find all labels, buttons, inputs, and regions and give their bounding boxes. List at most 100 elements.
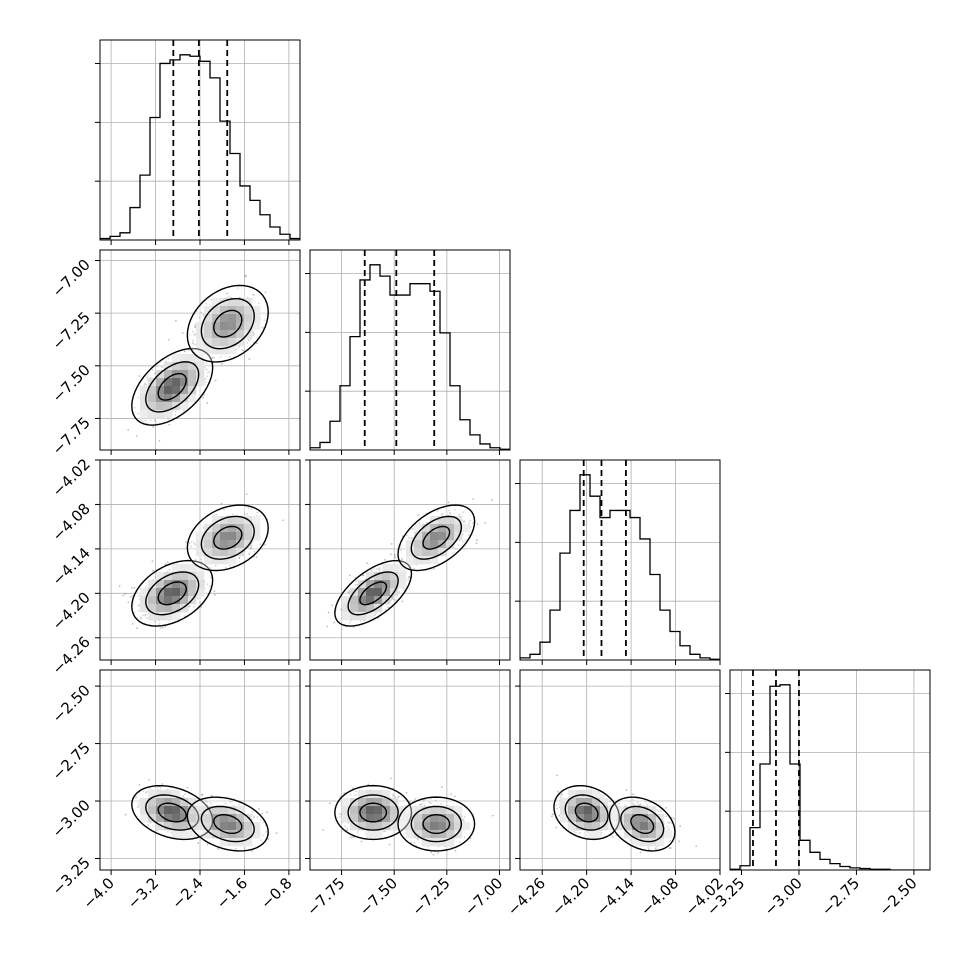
density-cell — [148, 596, 157, 605]
scatter-point — [475, 542, 478, 545]
scatter-point — [282, 519, 285, 522]
scatter-point — [208, 371, 211, 374]
scatter-point — [447, 501, 450, 504]
scatter-point — [242, 349, 245, 352]
scatter-point — [154, 418, 157, 421]
density-cell — [342, 612, 351, 621]
density-cell — [164, 612, 173, 621]
density-cell — [172, 378, 181, 387]
scatter-point — [136, 435, 138, 437]
scatter-point — [247, 338, 250, 341]
scatter-point — [144, 614, 147, 617]
scatter-point — [200, 311, 203, 314]
scatter-point — [328, 802, 331, 805]
density-cell — [164, 572, 173, 581]
scatter-point — [209, 802, 212, 804]
density-cell — [406, 556, 415, 565]
scatter-point — [190, 545, 192, 548]
scatter-point — [161, 626, 164, 629]
panel-3-0: −2.50−2.75−3.00−3.25−4.0 −3.2 −2.4 −1.6 −0.8 — [49, 669, 301, 913]
panel-2-0: −4.02−4.08−4.14−4.20−4.26 — [49, 455, 301, 678]
density-cell — [236, 838, 245, 847]
density-cell — [220, 346, 229, 355]
scatter-point — [258, 807, 260, 810]
scatter-point — [213, 356, 216, 359]
contours — [334, 504, 476, 627]
density-cell — [236, 298, 245, 307]
density-cell — [366, 612, 375, 621]
scatter-point — [367, 783, 370, 786]
density-cell — [220, 322, 229, 331]
scatter-point — [373, 568, 375, 571]
scatter-point — [182, 795, 185, 798]
scatter-point — [170, 831, 173, 834]
scatter-point — [192, 342, 194, 345]
density-cell — [148, 402, 157, 411]
density-cell — [196, 370, 205, 379]
density-cell — [406, 548, 415, 557]
scatter-point — [400, 545, 402, 548]
scatter-point — [154, 420, 156, 423]
density-cell — [196, 798, 205, 807]
scatter-point — [200, 558, 202, 561]
scatter-point — [246, 513, 249, 516]
scatter-point — [202, 396, 204, 399]
density-cell — [140, 410, 149, 419]
density-cell — [212, 306, 221, 315]
scatter-point — [248, 358, 251, 361]
density-cells — [342, 516, 471, 621]
scatter-point — [138, 595, 141, 598]
scatter-point — [476, 539, 478, 542]
scatter-point — [253, 333, 255, 336]
density-cell — [180, 814, 189, 823]
scatter-point — [205, 362, 208, 365]
density-cell — [446, 516, 455, 525]
scatter-point — [410, 528, 413, 530]
scatter-point — [191, 330, 194, 333]
scatter-point — [440, 786, 443, 788]
contour-line — [410, 515, 463, 560]
scatter-point — [340, 608, 342, 611]
density-cell — [156, 386, 165, 395]
scatter-point — [275, 832, 278, 835]
density-cell — [164, 394, 173, 403]
scatter-point — [144, 382, 146, 385]
density-cell — [350, 612, 359, 621]
scatter-point — [448, 512, 451, 515]
density-cell — [148, 410, 157, 419]
scatter-point — [407, 576, 410, 578]
scatter-point — [203, 393, 205, 396]
density-cell — [204, 306, 213, 315]
density-cell — [366, 596, 375, 605]
scatter-point — [261, 834, 264, 837]
scatter-point — [362, 574, 365, 577]
density-cell — [244, 540, 253, 549]
scatter-point — [458, 513, 461, 516]
scatter-point — [159, 787, 162, 789]
density-cell — [228, 524, 237, 533]
density-cell — [180, 402, 189, 411]
density-cell — [188, 370, 197, 379]
density-cell — [236, 822, 245, 831]
density-cell — [228, 548, 237, 557]
density-cell — [172, 394, 181, 403]
scatter-point — [192, 339, 195, 342]
density-cell — [228, 298, 237, 307]
density-cell — [196, 532, 205, 541]
scatter-point — [193, 542, 195, 544]
density-cell — [196, 378, 205, 387]
y-tick-label: −2.50 — [49, 681, 94, 726]
density-cell — [188, 806, 197, 815]
density-cell — [374, 588, 383, 597]
density-cell — [188, 588, 197, 597]
density-cell — [172, 580, 181, 589]
scatter-point — [168, 568, 171, 571]
scatter-point — [204, 381, 207, 384]
density-cell — [228, 838, 237, 847]
scatter-point — [194, 324, 197, 327]
density-cell — [180, 572, 189, 581]
density-cell — [156, 572, 165, 581]
density-cell — [366, 588, 375, 597]
density-cell — [180, 596, 189, 605]
density-cell — [212, 532, 221, 541]
